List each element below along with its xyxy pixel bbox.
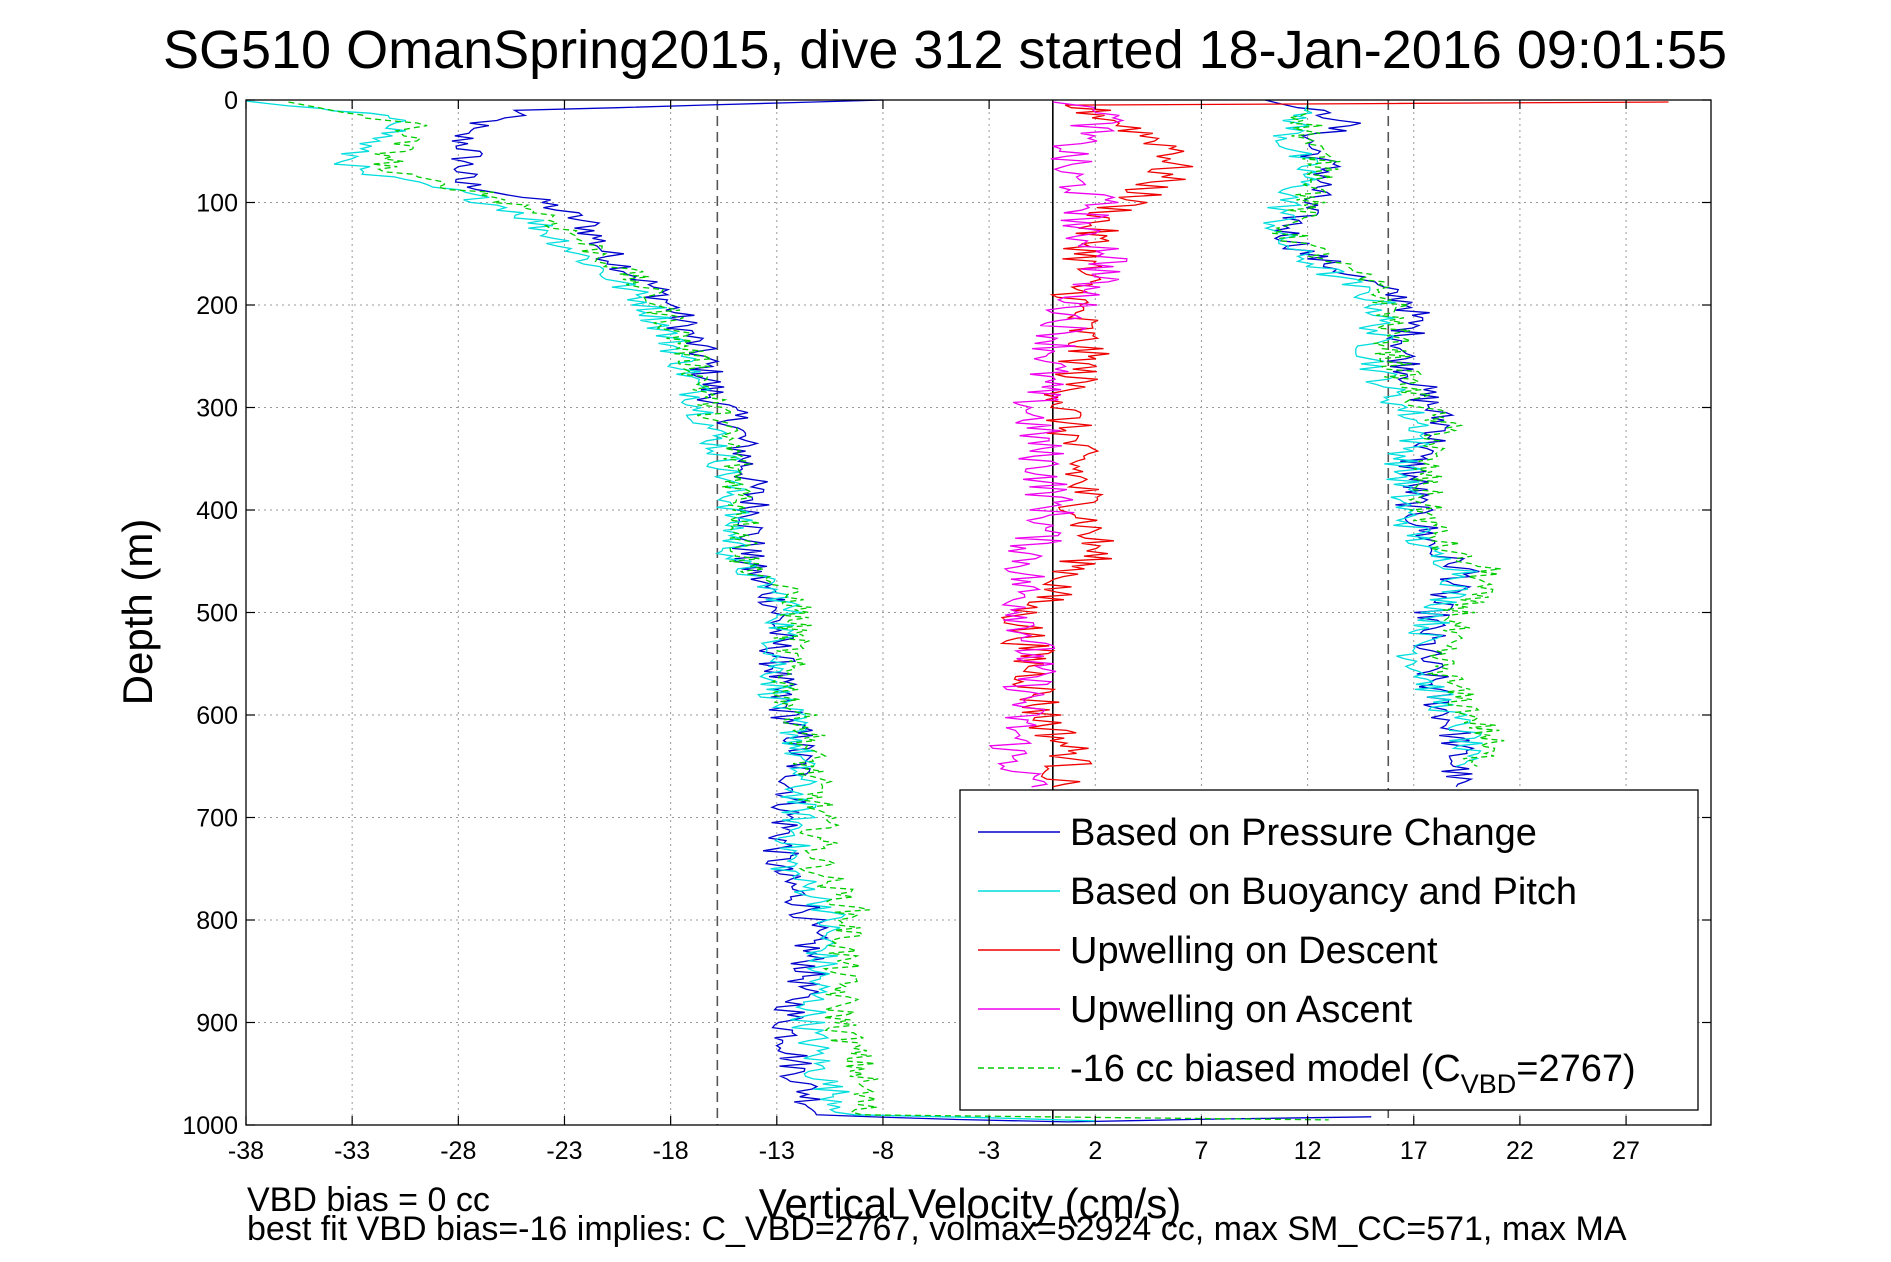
series-line-ascent bbox=[1263, 104, 1483, 767]
x-tick-label: -28 bbox=[440, 1137, 476, 1165]
y-tick-label: 100 bbox=[196, 190, 238, 218]
legend-entry-name: -16 cc biased model (C bbox=[1070, 1048, 1461, 1090]
y-axis-label: Depth (m) bbox=[114, 519, 161, 706]
x-tick-label: -23 bbox=[546, 1137, 582, 1165]
legend: Based on Pressure Change Based on Buoyanc… bbox=[959, 789, 1699, 1111]
y-tick-label: 900 bbox=[196, 1010, 238, 1038]
x-tick-label: -3 bbox=[978, 1137, 1000, 1165]
x-tick-label: 12 bbox=[1294, 1137, 1322, 1165]
legend-entry-label: Based on Pressure Change bbox=[1070, 812, 1537, 854]
x-axis-label: Vertical Velocity (cm/s) bbox=[759, 1180, 1181, 1227]
x-tick-label: -8 bbox=[872, 1137, 894, 1165]
y-axis-ticks: 0 100 200 300 400 500 600 700 800 900 1000 bbox=[182, 87, 1711, 1140]
y-tick-label: 400 bbox=[196, 497, 238, 525]
y-tick-label: 500 bbox=[196, 600, 238, 628]
legend-entry-label: -16 cc biased model (CVBD=2767) bbox=[1070, 1048, 1636, 1099]
x-axis-ticks: -38 -33 -28 -23 -18 -13 -8 -3 2 7 12 17 22 27 bbox=[228, 100, 1640, 1165]
y-tick-label: 300 bbox=[196, 395, 238, 423]
x-tick-label: 17 bbox=[1400, 1137, 1428, 1165]
x-tick-label: 22 bbox=[1506, 1137, 1534, 1165]
x-tick-label: -13 bbox=[759, 1137, 795, 1165]
x-tick-label: -33 bbox=[334, 1137, 370, 1165]
legend-entry-label: Based on Buoyancy and Pitch bbox=[1070, 871, 1577, 913]
y-tick-label: 200 bbox=[196, 292, 238, 320]
legend-entry-name: Upwelling on Ascent bbox=[1070, 989, 1413, 1031]
y-tick-label: 700 bbox=[196, 805, 238, 833]
series-line-descent bbox=[245, 100, 1096, 1122]
chart-title: SG510 OmanSpring2015, dive 312 started 1… bbox=[163, 20, 1727, 80]
best-fit-note: best fit VBD bias=-16 implies: C_VBD=276… bbox=[247, 1210, 1627, 1248]
y-tick-label: 1000 bbox=[182, 1112, 238, 1140]
legend-entry-label: Upwelling on Ascent bbox=[1070, 989, 1413, 1031]
legend-entry-label: Upwelling on Descent bbox=[1070, 930, 1438, 972]
series-line-profile bbox=[999, 101, 1669, 788]
series-line-ascent bbox=[1271, 105, 1505, 767]
vbd-bias-note: VBD bias = 0 cc bbox=[247, 1181, 490, 1219]
x-tick-label: -18 bbox=[653, 1137, 689, 1165]
legend-entry-suffix: =2767) bbox=[1516, 1048, 1635, 1090]
legend-entry-subscript: VBD bbox=[1461, 1069, 1517, 1099]
x-tick-label: 27 bbox=[1612, 1137, 1640, 1165]
legend-box bbox=[959, 789, 1699, 1111]
x-tick-label: 7 bbox=[1194, 1137, 1208, 1165]
y-tick-label: 0 bbox=[224, 87, 238, 115]
y-tick-label: 800 bbox=[196, 907, 238, 935]
legend-entry-name: Upwelling on Descent bbox=[1070, 930, 1438, 972]
y-tick-label: 600 bbox=[196, 702, 238, 730]
series-line-profile bbox=[988, 101, 1128, 788]
legend-entry-name: Based on Buoyancy and Pitch bbox=[1070, 871, 1577, 913]
series-line-descent bbox=[451, 99, 1372, 1123]
legend-entry-name: Based on Pressure Change bbox=[1070, 812, 1537, 854]
series-lines bbox=[245, 99, 1669, 1123]
x-tick-label: 2 bbox=[1088, 1137, 1102, 1165]
series-line-ascent bbox=[1264, 99, 1480, 788]
x-tick-label: -38 bbox=[228, 1137, 264, 1165]
